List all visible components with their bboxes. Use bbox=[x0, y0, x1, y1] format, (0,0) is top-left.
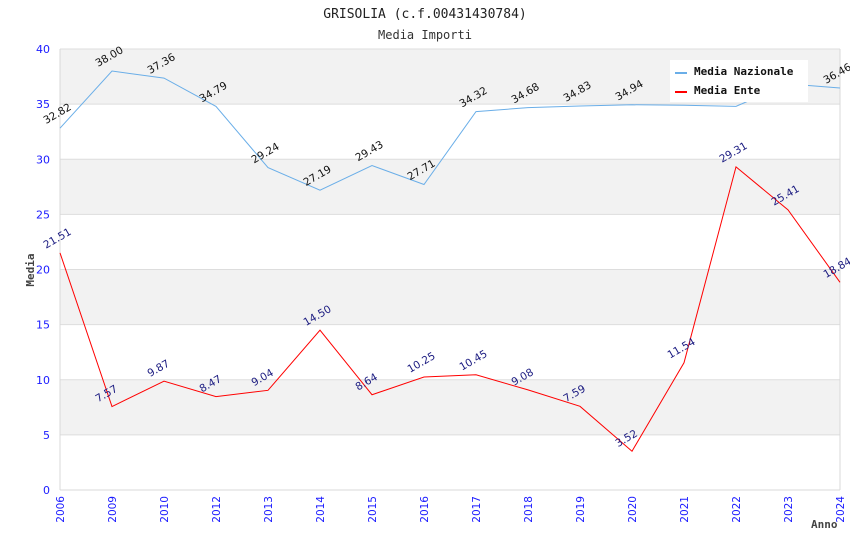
x-tick-label: 2012 bbox=[211, 496, 223, 523]
x-tick-label: 2020 bbox=[627, 496, 639, 523]
band bbox=[60, 269, 840, 325]
series-line-media-ente bbox=[59, 165, 841, 452]
band bbox=[60, 434, 840, 490]
band bbox=[60, 214, 840, 270]
y-tick-label: 35 bbox=[36, 98, 50, 111]
x-axis-label: Anno bbox=[811, 518, 838, 531]
band bbox=[60, 379, 840, 435]
y-axis-label: Media bbox=[24, 253, 37, 286]
chart-subtitle: Media Importi bbox=[378, 28, 472, 42]
x-tick-label: 2009 bbox=[107, 496, 119, 523]
x-tick-label: 2024 bbox=[835, 496, 847, 523]
x-tick-label: 2018 bbox=[523, 496, 535, 523]
chart-title: GRISOLIA (c.f.00431430784) bbox=[323, 7, 527, 22]
y-tick-label: 25 bbox=[36, 208, 50, 221]
x-tick-label: 2017 bbox=[471, 496, 483, 523]
band bbox=[60, 324, 840, 380]
legend-box bbox=[670, 60, 808, 102]
x-tick-label: 2023 bbox=[783, 496, 795, 523]
x-tick-label: 2015 bbox=[367, 496, 379, 523]
y-tick-label: 15 bbox=[36, 319, 50, 332]
x-tick-label: 2006 bbox=[55, 496, 67, 523]
x-tick-label: 2016 bbox=[419, 496, 431, 523]
legend-label-ente: Media Ente bbox=[694, 84, 761, 97]
y-tick-label: 30 bbox=[36, 153, 50, 166]
x-tick-label: 2022 bbox=[731, 496, 743, 523]
band bbox=[60, 104, 840, 160]
plot-background-bands bbox=[60, 49, 840, 490]
x-tick-label: 2013 bbox=[263, 496, 275, 523]
y-tick-labels: 0 5 10 15 20 25 30 35 40 bbox=[36, 43, 50, 497]
y-tick-label: 10 bbox=[36, 374, 50, 387]
series-group bbox=[59, 70, 841, 452]
x-tick-label: 2019 bbox=[575, 496, 587, 523]
series-line-media-nazionale bbox=[59, 70, 841, 191]
y-tick-label: 0 bbox=[43, 484, 50, 497]
x-tick-label: 2014 bbox=[315, 496, 327, 523]
y-tick-label: 20 bbox=[36, 264, 50, 277]
legend-label-nazionale: Media Nazionale bbox=[694, 65, 794, 78]
y-tick-label: 5 bbox=[43, 429, 50, 442]
x-tick-labels: 2006 2009 2010 2012 2013 2014 2015 2016 2017 2018… bbox=[55, 496, 847, 523]
x-tick-label: 2010 bbox=[159, 496, 171, 523]
x-tick-label: 2021 bbox=[679, 496, 691, 523]
band bbox=[60, 159, 840, 215]
y-tick-label: 40 bbox=[36, 43, 50, 56]
legend: Media Nazionale Media Ente bbox=[670, 60, 808, 102]
